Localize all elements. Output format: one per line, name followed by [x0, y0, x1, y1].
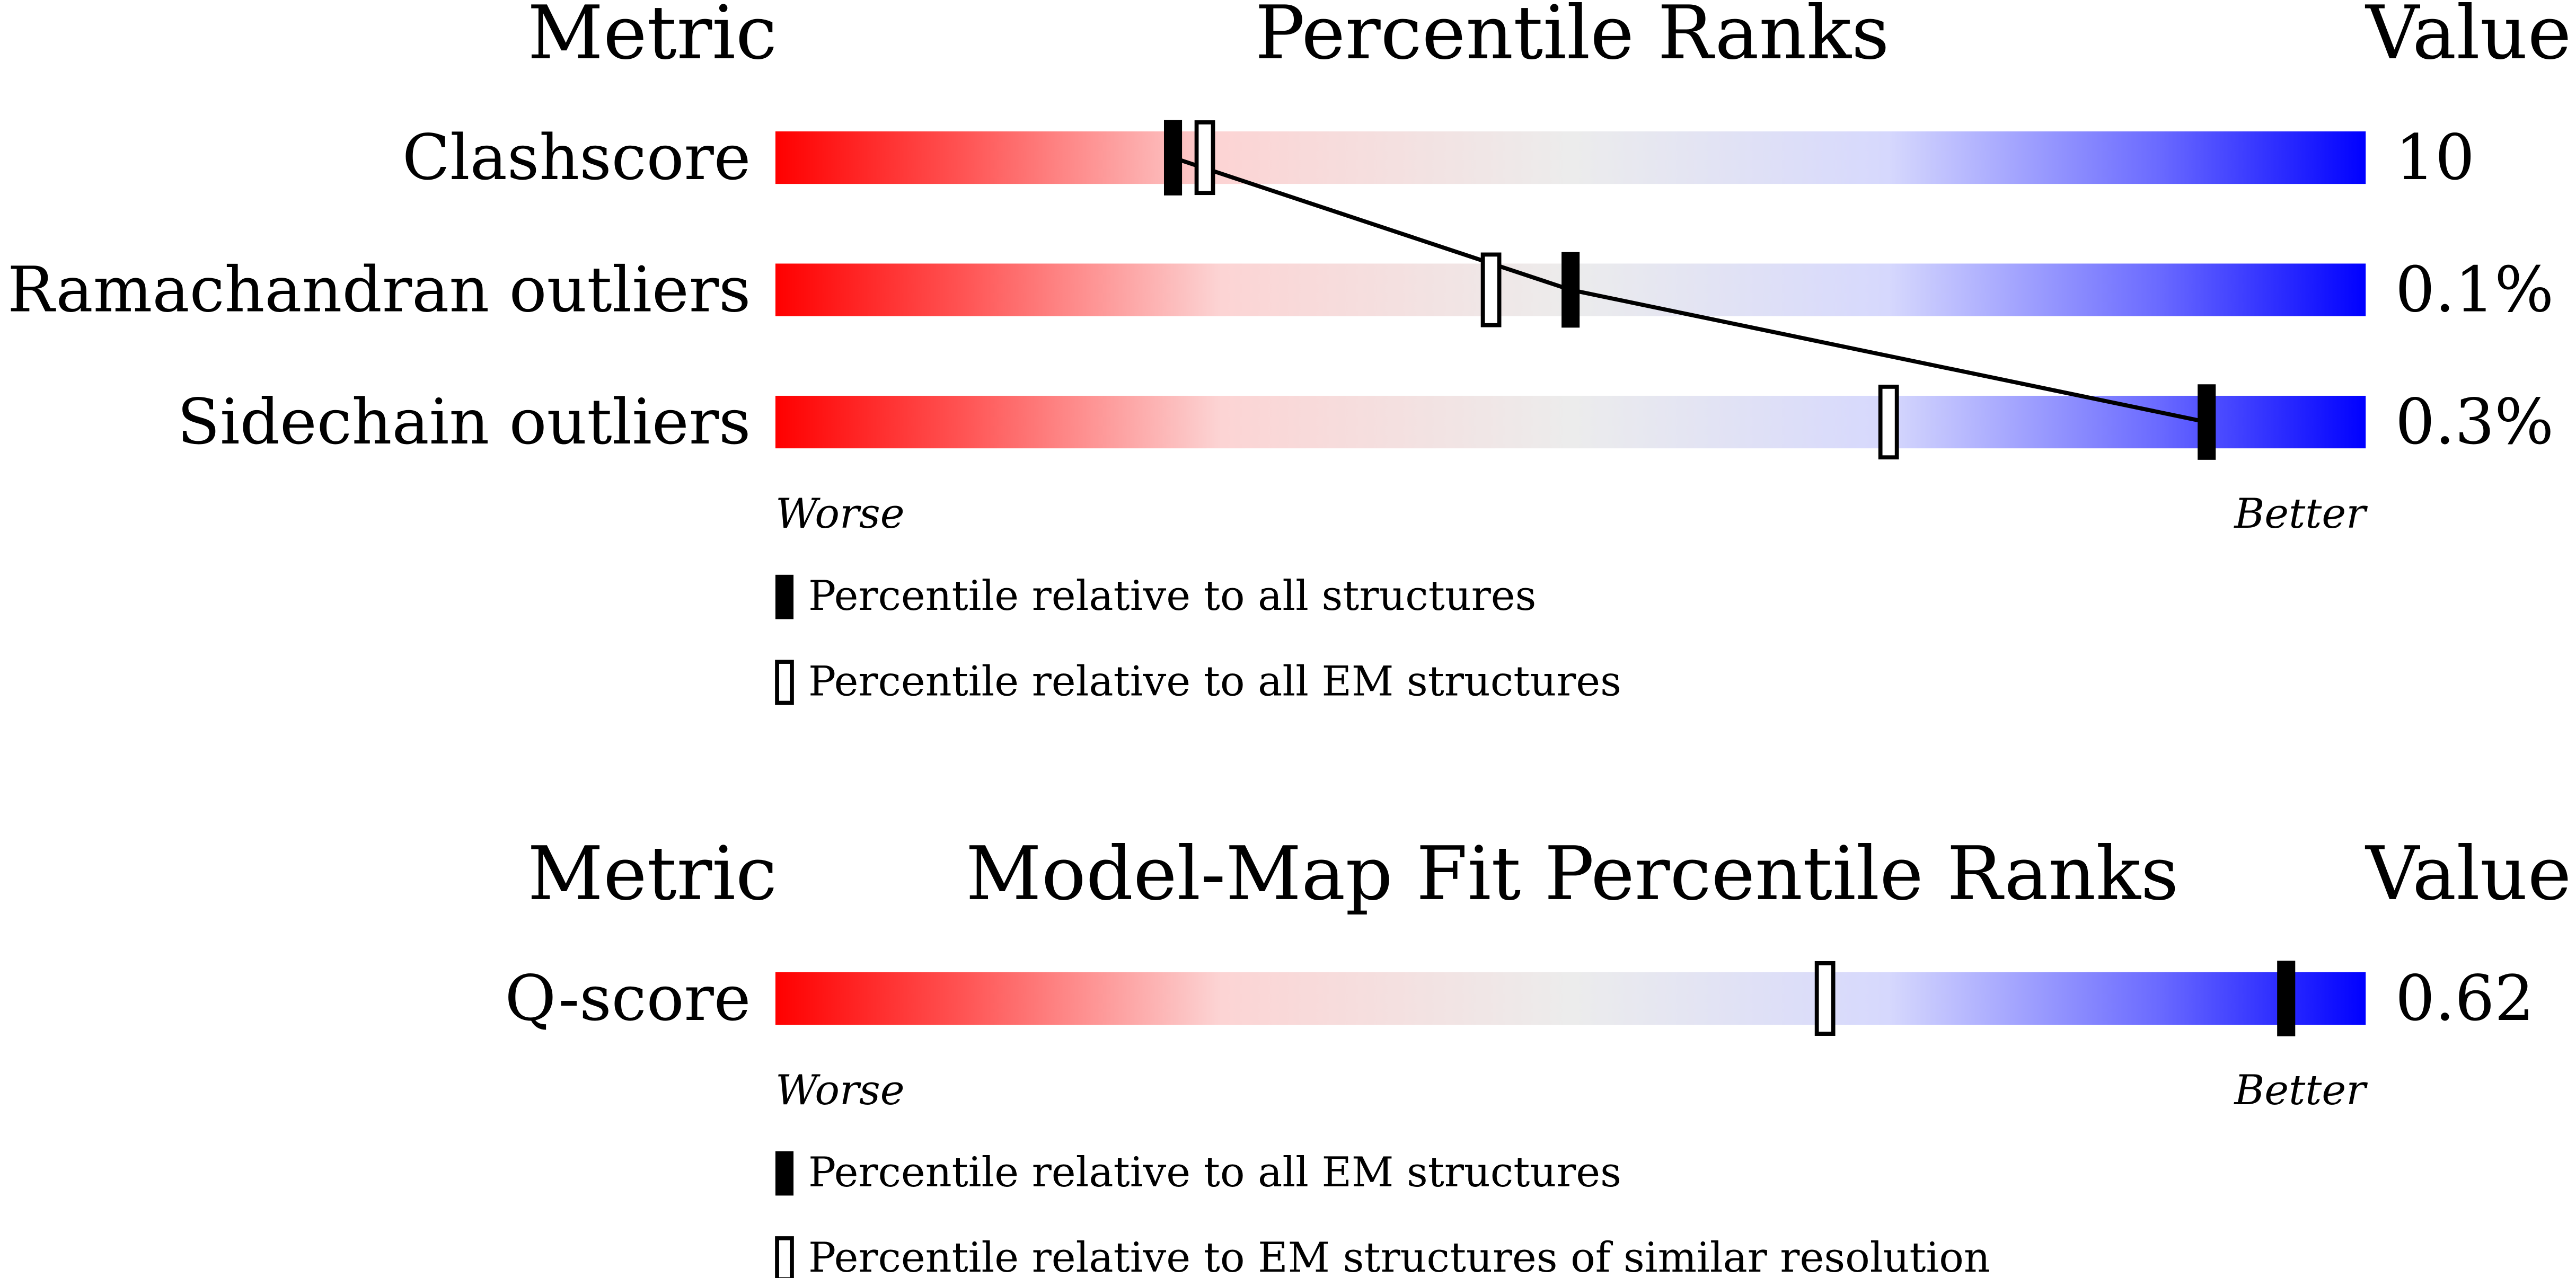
header-value: Value [2365, 0, 2571, 76]
percentile-marker-open [1878, 385, 1899, 460]
gradient-bar [775, 972, 2366, 1025]
percentile-marker-open [1814, 961, 1836, 1036]
percentile-marker-open [1194, 120, 1215, 196]
metric-value: 0.1% [2395, 254, 2554, 326]
better-label: Better [2233, 1067, 2368, 1114]
header-metric: Metric [527, 831, 777, 917]
legend-swatch-open [775, 1236, 794, 1278]
legend-swatch-open [775, 660, 794, 705]
metric-label: Q-score [505, 962, 751, 1035]
worse-label: Worse [775, 1067, 905, 1114]
legend-label: Percentile relative to EM structures of … [808, 1234, 1990, 1278]
percentile-marker-filled [1163, 120, 1183, 196]
percentile-marker-filled [1562, 252, 1580, 328]
legend-swatch-filled [775, 1151, 794, 1196]
chart-title: Model-Map Fit Percentile Ranks [966, 831, 2178, 917]
legend-label: Percentile relative to all EM structures [808, 1149, 1621, 1196]
better-label: Better [2233, 490, 2368, 538]
header-metric: Metric [527, 0, 777, 76]
worse-label: Worse [775, 490, 905, 538]
metric-label: Sidechain outliers [177, 386, 751, 458]
gradient-bar [775, 131, 2366, 184]
chart-title: Percentile Ranks [1255, 0, 1890, 76]
metric-value: 10 [2395, 121, 2475, 194]
legend-swatch-filled [775, 574, 794, 619]
gradient-bar [775, 395, 2366, 449]
metric-value: 0.3% [2395, 386, 2554, 458]
percentile-marker-filled [2198, 384, 2216, 460]
percentile-marker-filled [2277, 961, 2296, 1036]
metric-label: Clashscore [402, 121, 751, 194]
header-value: Value [2365, 831, 2571, 917]
percentile-marker-open [1480, 252, 1502, 327]
legend-label: Percentile relative to all EM structures [808, 658, 1621, 705]
legend-label: Percentile relative to all structures [808, 572, 1536, 620]
metric-value: 0.62 [2395, 962, 2534, 1035]
metric-label: Ramachandran outliers [7, 254, 751, 326]
